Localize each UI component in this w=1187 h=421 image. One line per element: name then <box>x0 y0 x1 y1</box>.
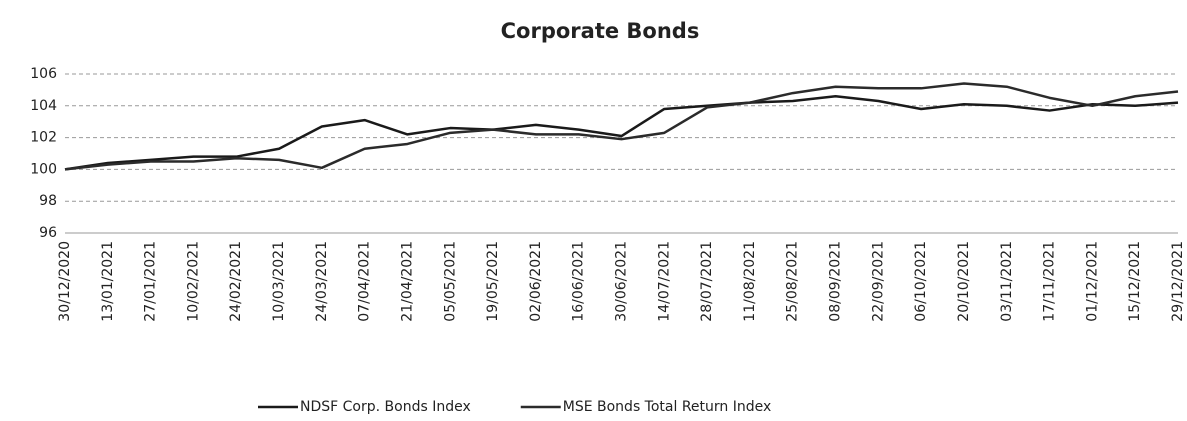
x-tick-label: 24/03/2021 <box>314 241 330 322</box>
x-tick-label: 25/08/2021 <box>785 241 801 322</box>
x-tick-label: 13/01/2021 <box>100 241 116 322</box>
legend-label: NDSF Corp. Bonds Index <box>300 399 471 415</box>
x-tick-label: 02/06/2021 <box>528 241 544 322</box>
x-tick-label: 03/11/2021 <box>999 241 1015 322</box>
y-tick-label: 104 <box>30 98 57 114</box>
x-tick-label: 19/05/2021 <box>485 241 501 322</box>
x-tick-label: 22/09/2021 <box>870 241 886 322</box>
x-tick-label: 14/07/2021 <box>656 241 672 322</box>
x-tick-label: 17/11/2021 <box>1042 241 1058 322</box>
x-tick-label: 10/03/2021 <box>271 241 287 322</box>
x-tick-label: 05/05/2021 <box>442 241 458 322</box>
chart-title: Corporate Bonds <box>501 19 700 43</box>
legend-label: MSE Bonds Total Return Index <box>563 399 772 415</box>
x-tick-label: 28/07/2021 <box>699 241 715 322</box>
y-tick-label: 102 <box>30 130 57 146</box>
x-tick-label: 08/09/2021 <box>828 241 844 322</box>
x-tick-label: 20/10/2021 <box>956 241 972 322</box>
y-tick-label: 106 <box>30 66 57 82</box>
y-tick-label: 98 <box>39 193 57 209</box>
y-tick-label: 96 <box>39 225 57 241</box>
series-line <box>64 82 1179 171</box>
x-tick-label: 30/12/2020 <box>57 241 73 322</box>
x-tick-label: 29/12/2021 <box>1170 241 1186 322</box>
x-tick-label: 21/04/2021 <box>399 241 415 322</box>
x-tick-label: 24/02/2021 <box>228 241 244 322</box>
x-tick-label: 07/04/2021 <box>357 241 373 322</box>
x-tick-label: 06/10/2021 <box>913 241 929 322</box>
x-tick-label: 30/06/2021 <box>614 241 630 322</box>
series-line <box>64 95 1179 171</box>
x-tick-label: 27/01/2021 <box>143 241 159 322</box>
x-tick-label: 11/08/2021 <box>742 241 758 322</box>
x-tick-label: 16/06/2021 <box>571 241 587 322</box>
x-tick-label: 10/02/2021 <box>185 241 201 322</box>
x-tick-label: 01/12/2021 <box>1084 241 1100 322</box>
x-tick-label: 15/12/2021 <box>1127 241 1143 322</box>
y-tick-label: 100 <box>30 161 57 177</box>
